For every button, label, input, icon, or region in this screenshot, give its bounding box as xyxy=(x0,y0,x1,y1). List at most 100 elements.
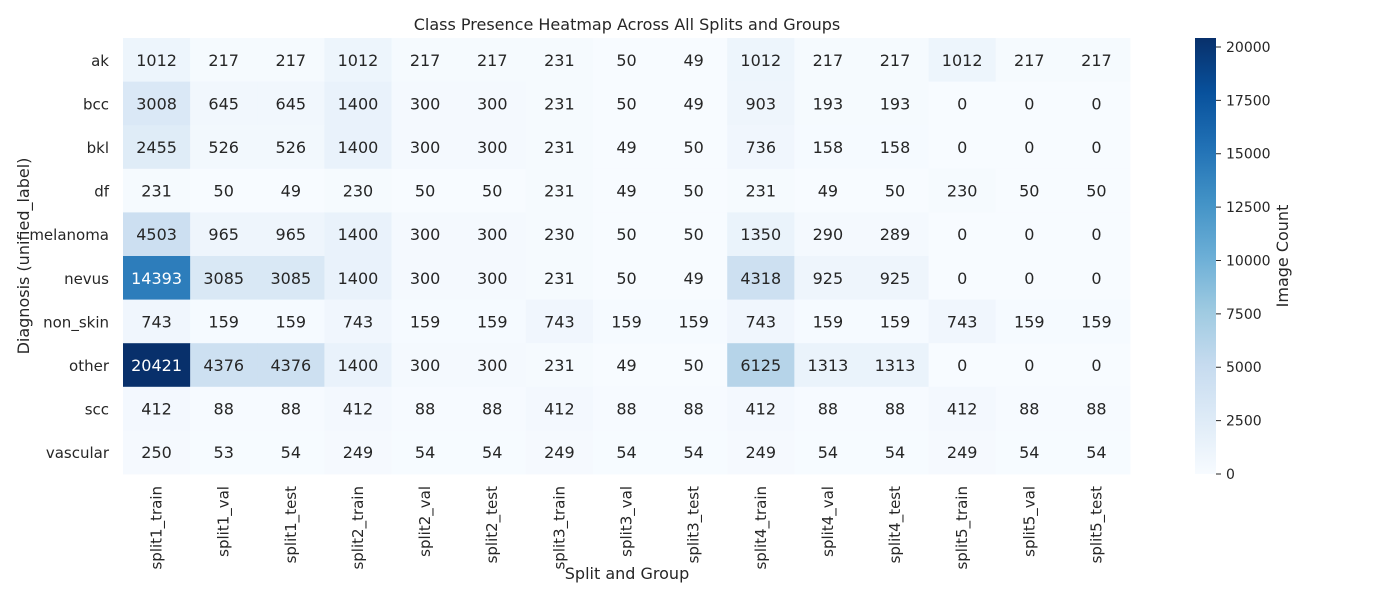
cell-value-label: 231 xyxy=(544,94,575,113)
heatmap-cell xyxy=(861,212,929,257)
heatmap-cell xyxy=(1062,256,1131,300)
x-tick-label: split4_val xyxy=(819,486,838,557)
heatmap-cell xyxy=(525,168,594,213)
heatmap-cell xyxy=(727,125,795,170)
heatmap-cell xyxy=(794,343,862,388)
heatmap-cell xyxy=(995,430,1064,475)
cell-value-label: 0 xyxy=(1091,225,1101,244)
x-axis-tick-labels: split1_train split1_val split1_test split2_… xyxy=(148,486,1107,570)
cell-value-label: 54 xyxy=(281,443,301,462)
cell-value-label: 4376 xyxy=(270,356,311,375)
heatmap-cell xyxy=(592,125,661,170)
cell-value-label: 412 xyxy=(141,400,172,419)
cell-value-label: 6125 xyxy=(740,356,781,375)
cell-value-label: 412 xyxy=(343,400,374,419)
heatmap-cell xyxy=(928,212,997,257)
cell-value-label: 645 xyxy=(276,94,307,113)
heatmap-cell xyxy=(794,256,862,300)
cell-value-label: 217 xyxy=(813,51,844,70)
cell-value-label: 88 xyxy=(214,400,234,419)
heatmap-cell xyxy=(1062,299,1131,344)
cell-value-label: 2455 xyxy=(136,138,177,157)
heatmap-cell xyxy=(458,125,527,170)
heatmap-cell xyxy=(928,386,997,431)
heatmap-cell xyxy=(123,125,191,170)
cell-value-label: 4503 xyxy=(136,225,177,244)
heatmap-cell xyxy=(391,343,460,388)
y-tick-label: bkl xyxy=(87,139,109,157)
heatmap-cell xyxy=(727,38,795,82)
heatmap-cell xyxy=(861,38,929,82)
cell-value-label: 231 xyxy=(745,182,776,201)
cell-value-label: 1012 xyxy=(942,51,983,70)
cell-value-label: 249 xyxy=(343,443,374,462)
heatmap-cell xyxy=(123,386,191,431)
heatmap-cell xyxy=(458,343,527,388)
heatmap-cell xyxy=(727,386,795,431)
heatmap-cell xyxy=(190,430,258,475)
colorbar-tick-label: 5000 xyxy=(1226,360,1262,376)
heatmap-cell xyxy=(660,212,728,257)
heatmap-cell xyxy=(391,81,460,126)
cell-value-label: 645 xyxy=(208,94,239,113)
heatmap-cell xyxy=(324,38,392,82)
cell-value-label: 3085 xyxy=(270,269,311,288)
heatmap-cell xyxy=(190,81,258,126)
colorbar-tick-label: 15000 xyxy=(1226,147,1271,163)
cell-value-label: 230 xyxy=(544,225,575,244)
heatmap-cell xyxy=(525,430,594,475)
heatmap-cell xyxy=(592,256,661,300)
y-tick-label: df xyxy=(94,183,110,201)
cell-value-label: 0 xyxy=(1091,356,1101,375)
heatmap-cell xyxy=(1062,430,1131,475)
cell-value-label: 0 xyxy=(1091,269,1101,288)
cell-value-label: 4376 xyxy=(203,356,244,375)
cell-value-label: 49 xyxy=(818,182,838,201)
heatmap-cell xyxy=(660,343,728,388)
y-tick-label: nevus xyxy=(64,270,109,288)
cell-value-label: 300 xyxy=(477,94,508,113)
heatmap-cell xyxy=(391,212,460,257)
cell-value-label: 50 xyxy=(415,182,435,201)
cell-value-label: 925 xyxy=(813,269,844,288)
heatmap-cell xyxy=(727,343,795,388)
cell-value-label: 159 xyxy=(276,312,307,331)
cell-value-label: 50 xyxy=(482,182,502,201)
cell-value-label: 88 xyxy=(415,400,435,419)
heatmap-cell xyxy=(794,38,862,82)
x-tick-label: split1_test xyxy=(282,486,301,564)
cell-value-label: 50 xyxy=(1086,182,1106,201)
heatmap-cell xyxy=(861,299,929,344)
heatmap-cell xyxy=(928,81,997,126)
cell-value-label: 50 xyxy=(683,138,703,157)
heatmap-cell xyxy=(391,125,460,170)
cell-value-label: 50 xyxy=(616,94,636,113)
cell-value-label: 50 xyxy=(214,182,234,201)
cell-value-label: 193 xyxy=(813,94,844,113)
cell-value-label: 88 xyxy=(616,400,636,419)
heatmap-cell xyxy=(123,38,191,82)
heatmap-cell xyxy=(995,81,1064,126)
cell-value-label: 1313 xyxy=(875,356,916,375)
heatmap-cell xyxy=(324,386,392,431)
y-tick-label: other xyxy=(69,357,110,375)
cell-value-label: 0 xyxy=(1024,225,1034,244)
cell-value-label: 230 xyxy=(343,182,374,201)
cell-value-label: 903 xyxy=(745,94,776,113)
cell-value-label: 231 xyxy=(544,51,575,70)
x-tick-label: split3_val xyxy=(618,486,637,557)
heatmap-cell xyxy=(123,430,191,475)
heatmap-cell xyxy=(458,299,527,344)
y-tick-label: non_skin xyxy=(43,313,109,332)
cell-value-label: 3085 xyxy=(203,269,244,288)
colorbar-tick-label: 7500 xyxy=(1226,307,1262,323)
cell-value-label: 249 xyxy=(745,443,776,462)
colorbar-ticks: 0 2500 5000 7500 10000 12500 15000 17500 20000 xyxy=(1216,40,1271,483)
cell-value-label: 49 xyxy=(683,269,703,288)
cell-value-label: 230 xyxy=(947,182,978,201)
cell-value-label: 159 xyxy=(1081,312,1112,331)
cell-value-label: 1400 xyxy=(338,269,379,288)
heatmap-cell xyxy=(861,81,929,126)
y-tick-label: ak xyxy=(91,52,109,70)
